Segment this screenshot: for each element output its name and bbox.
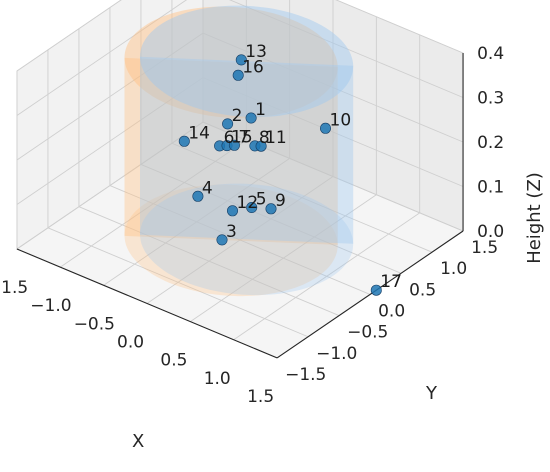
x-tick-label: −1.5 (0, 278, 28, 298)
point-label: 13 (245, 42, 267, 62)
point-label: 5 (256, 190, 267, 210)
x-tick-label: 1.5 (247, 387, 274, 407)
cylinder-side (124, 57, 338, 245)
point-label: 7 (238, 127, 249, 147)
x-tick-label: 1.0 (204, 369, 231, 389)
x-axis-line (16, 248, 278, 359)
y-tick-label: −1.0 (316, 344, 357, 364)
point-label: 4 (202, 178, 213, 198)
y-tick-label: −1.5 (285, 365, 326, 385)
data-point (222, 118, 234, 130)
data-point (246, 202, 258, 214)
x-axis-label: X (132, 431, 144, 452)
z-tick-label: 0.1 (477, 178, 504, 198)
grid-line (140, 163, 402, 274)
data-point (178, 135, 190, 147)
data-point (255, 140, 267, 152)
point-label: 8 (259, 128, 270, 148)
x-tick-label: −1.0 (30, 296, 71, 316)
data-point (227, 205, 239, 217)
grid-line (47, 227, 309, 338)
grid-line (16, 0, 122, 72)
point-label: 1 (255, 100, 266, 120)
z-axis-label: Height (Z) (524, 172, 545, 264)
tick-labels: −1.5−1.0−0.50.00.51.01.5−1.5−1.0−0.50.00… (0, 44, 504, 407)
data-point (192, 190, 204, 202)
cylinder-bottom (140, 183, 354, 296)
data-point (319, 122, 331, 134)
grid-line (202, 121, 464, 232)
x-tick-label: 0.0 (117, 332, 144, 352)
z-tick-label: 0.0 (477, 222, 504, 242)
grid-line (16, 0, 188, 116)
point-label: 12 (237, 193, 259, 213)
point-label: 10 (330, 110, 352, 130)
data-point (235, 54, 247, 66)
y-tick-label: 0.0 (378, 301, 405, 321)
y-tick-label: 0.5 (409, 280, 436, 300)
y-axis-line (276, 230, 464, 359)
grid-line (78, 206, 340, 317)
cylinder-top (124, 6, 338, 119)
grid-line (202, 32, 464, 143)
y-tick-label: −0.5 (347, 323, 388, 343)
grid-line (202, 77, 464, 187)
grid-line (109, 185, 371, 295)
data-point (245, 112, 257, 124)
data-point (265, 203, 277, 215)
data-point (370, 284, 382, 296)
axis-labels: X Y Height (Z) (132, 172, 545, 452)
grid-line (16, 32, 204, 161)
point-label: 11 (265, 128, 287, 148)
grid-line (171, 142, 433, 253)
point-label: 3 (226, 222, 237, 242)
data-point (216, 234, 228, 246)
grid-line (16, 121, 204, 250)
point-label: 14 (188, 123, 210, 143)
x-tick-label: −0.5 (74, 314, 115, 334)
point-label: 17 (380, 272, 402, 292)
z-tick-label: 0.3 (477, 89, 504, 109)
y-tick-label: 1.5 (471, 238, 498, 258)
data-point (232, 69, 244, 81)
point-label: 2 (232, 106, 243, 126)
axes-grid (16, 0, 464, 359)
grid-line (335, 0, 464, 54)
point-label: 16 (242, 57, 264, 77)
grid-line (16, 77, 204, 205)
y-tick-label: 1.0 (440, 259, 467, 279)
cylinder-bottom (124, 184, 338, 297)
point-label: 9 (275, 191, 286, 211)
z-tick-label: 0.2 (477, 133, 504, 153)
point-label: 6 (224, 128, 235, 148)
z-tick-label: 0.4 (477, 44, 504, 64)
data-point (228, 139, 240, 151)
grid-line (229, 0, 464, 98)
x-tick-label: 0.5 (160, 351, 187, 371)
y-axis-label: Y (425, 383, 438, 404)
point-label: 15 (231, 128, 253, 148)
cylinders (124, 5, 354, 297)
